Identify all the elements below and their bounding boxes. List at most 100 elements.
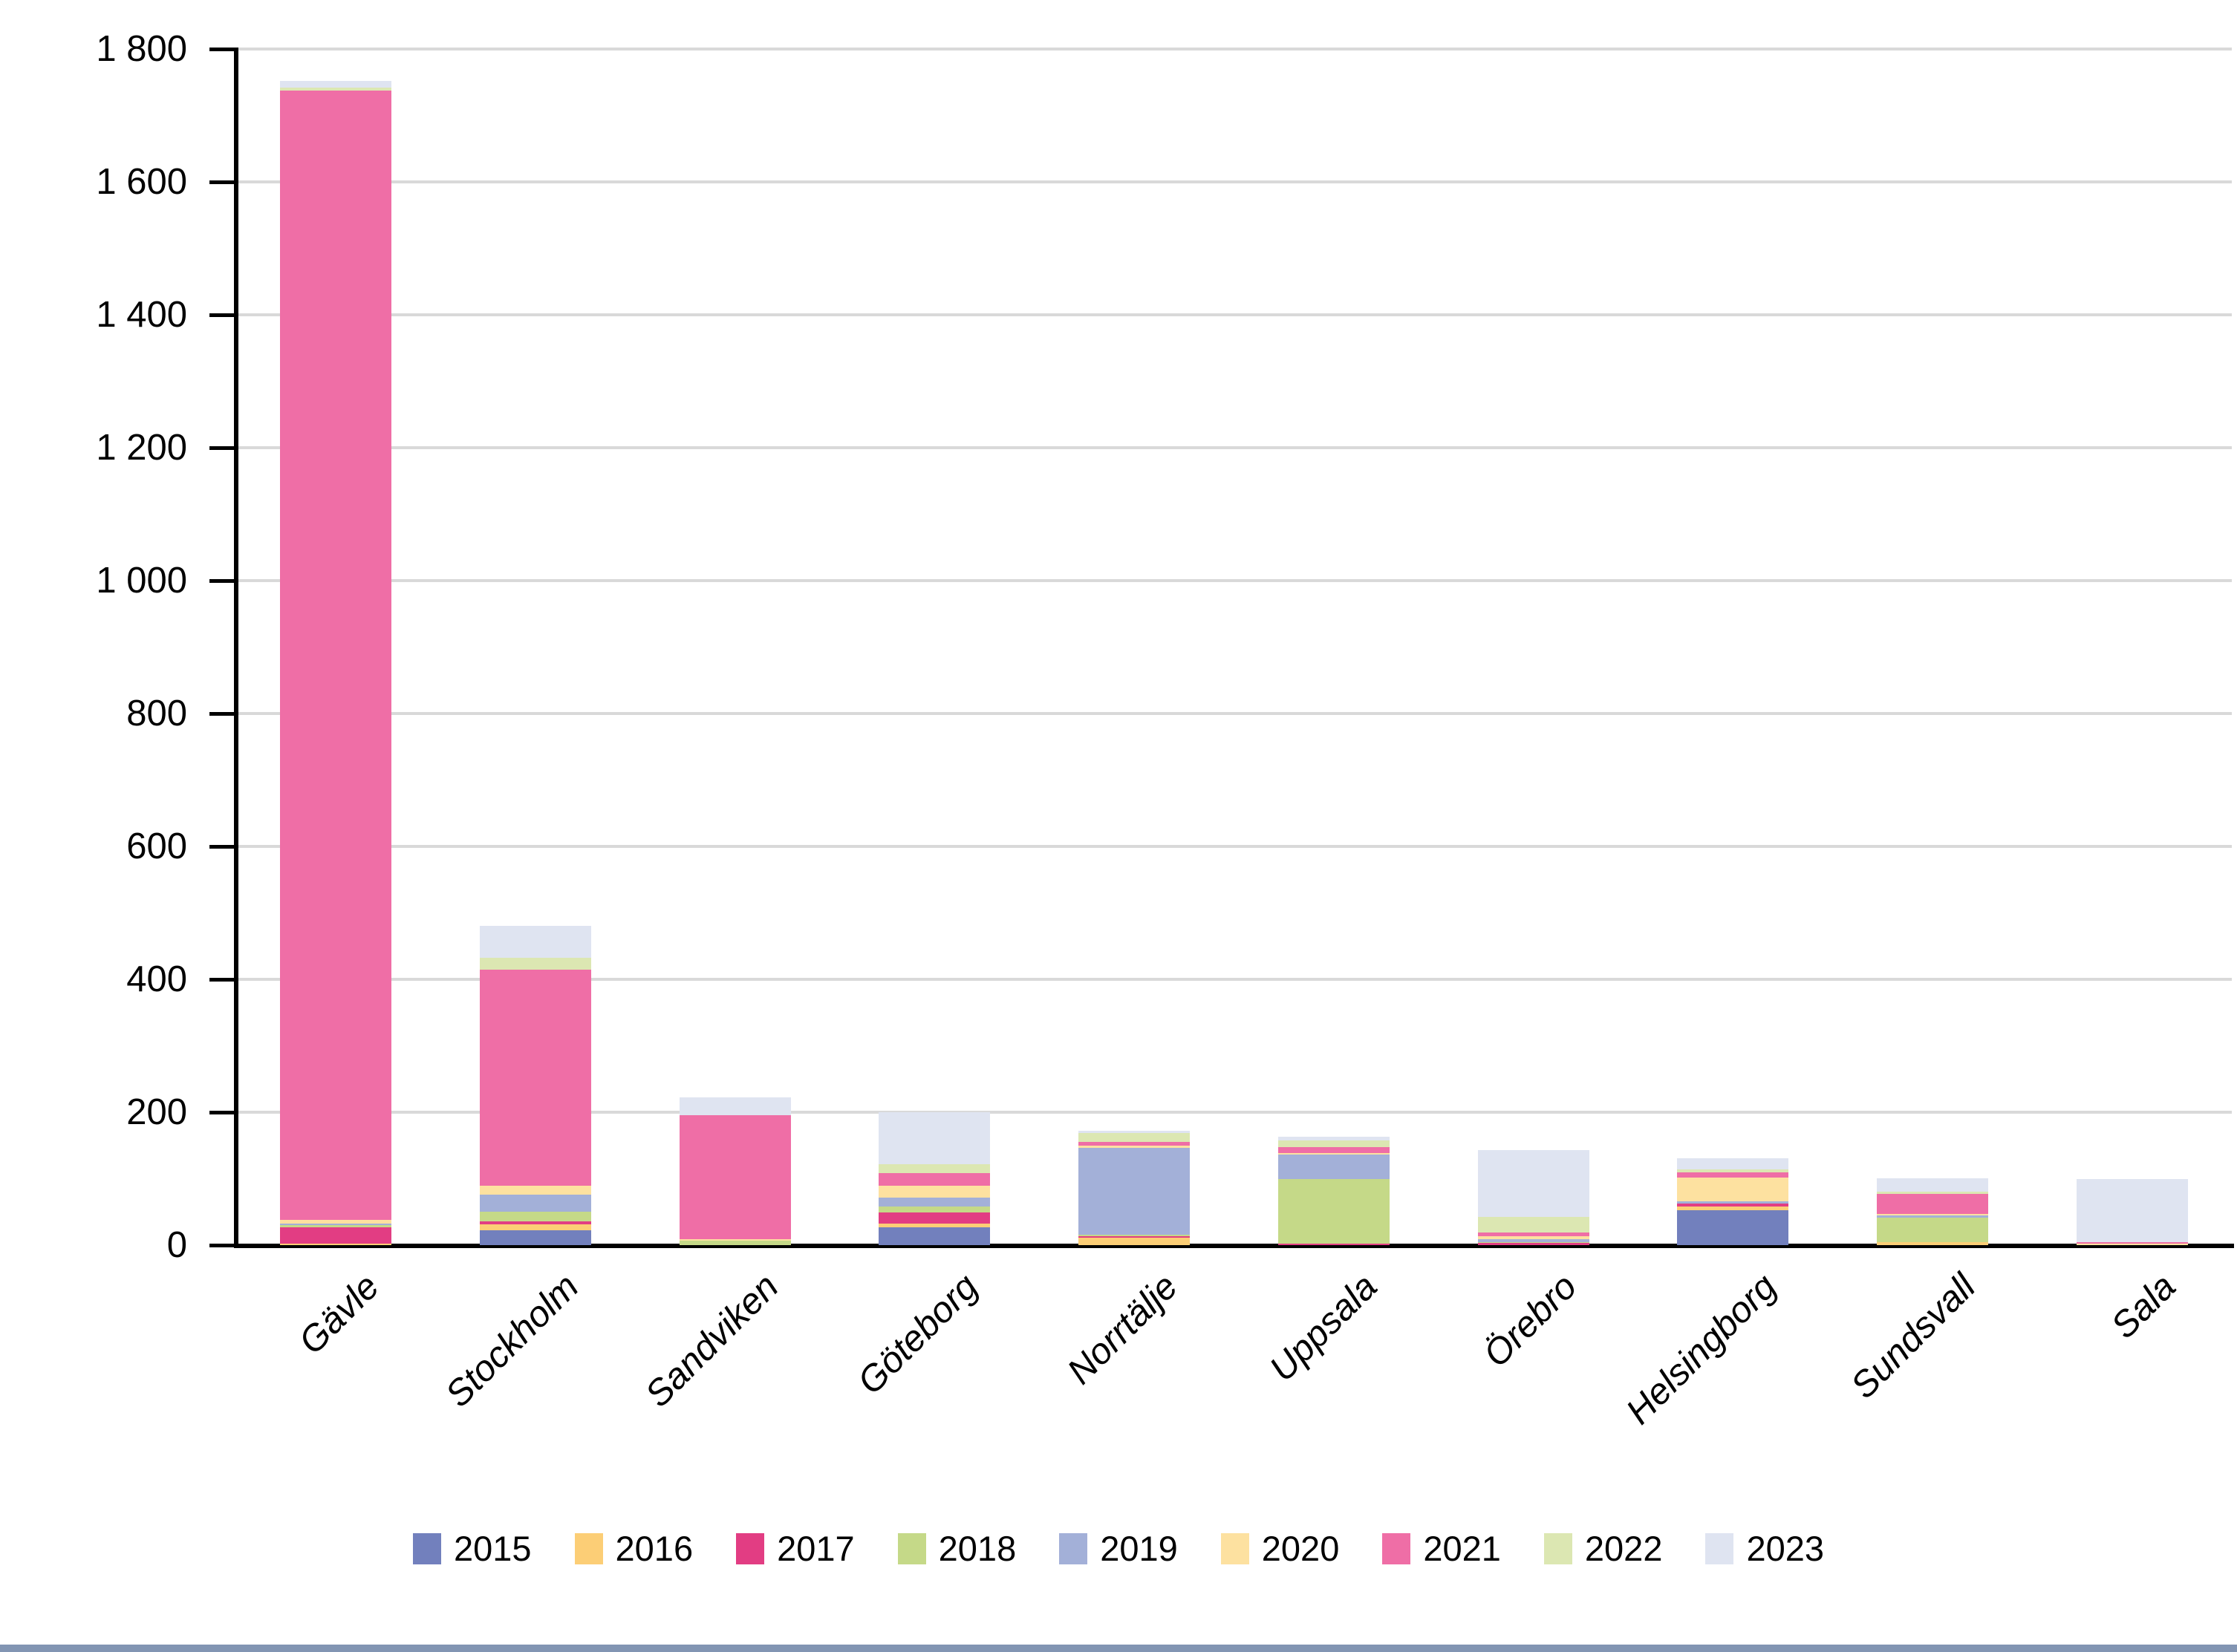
legend-item-2015[interactable]: 2015 [412,1528,532,1569]
bar-segment-2020[interactable] [480,1185,592,1195]
bar-segment-2016[interactable] [1876,1242,1988,1245]
legend-item-2022[interactable]: 2022 [1543,1528,1662,1569]
stacked-bar[interactable] [679,1097,791,1245]
bar-segment-2015[interactable] [1677,1210,1789,1245]
bar-segment-2022[interactable] [1477,1216,1589,1233]
bar-segment-2018[interactable] [1876,1218,1988,1242]
bar-segment-2023[interactable] [1078,1131,1191,1133]
bar-segment-2017[interactable] [879,1212,991,1224]
bar-segment-2019[interactable] [1477,1238,1589,1242]
bar-segment-2021[interactable] [280,90,392,1221]
bar-segment-2016[interactable] [1677,1207,1789,1211]
x-axis-category-label: Örebro [1476,1266,1585,1375]
bar-segment-2020[interactable] [1677,1177,1789,1201]
bar-segment-2021[interactable] [1277,1146,1390,1153]
legend-item-2019[interactable]: 2019 [1059,1528,1178,1569]
bar-segment-2021[interactable] [879,1173,991,1186]
bar-segment-2020[interactable] [879,1186,991,1198]
y-gridline [236,845,2232,848]
stacked-bar[interactable] [1677,1158,1789,1245]
bar-segment-2018[interactable] [280,1225,392,1227]
legend-item-2020[interactable]: 2020 [1220,1528,1339,1569]
bar-segment-2019[interactable] [879,1197,991,1207]
bar-segment-2021[interactable] [480,969,592,1186]
bar-segment-2015[interactable] [879,1227,991,1245]
bar-segment-2023[interactable] [1677,1158,1789,1170]
bar-segment-2023[interactable] [679,1097,791,1115]
bar-segment-2023[interactable] [1876,1178,1988,1192]
bar-segment-2020[interactable] [1078,1145,1191,1149]
bar-segment-2016[interactable] [1078,1238,1191,1245]
legend-swatch-2021 [1382,1532,1411,1564]
bar-segment-2019[interactable] [280,1224,392,1226]
bar-segment-2022[interactable] [1876,1191,1988,1195]
bar-segment-2018[interactable] [679,1240,791,1245]
bar-segment-2019[interactable] [1277,1155,1390,1179]
bar-segment-2023[interactable] [1277,1137,1390,1140]
bar-segment-2020[interactable] [2076,1244,2188,1245]
bar-segment-2017[interactable] [480,1221,592,1225]
y-axis-tick [209,180,236,184]
bar-segment-2023[interactable] [2076,1178,2188,1243]
bar-segment-2021[interactable] [1477,1233,1589,1236]
bar-segment-2021[interactable] [1677,1172,1789,1178]
bar-segment-2018[interactable] [1078,1234,1191,1237]
bar-segment-2021[interactable] [679,1114,791,1239]
bar-segment-2018[interactable] [879,1207,991,1213]
stacked-bar[interactable] [1477,1150,1589,1245]
bar-segment-2017[interactable] [1876,1241,1988,1243]
bar-segment-2020[interactable] [679,1238,791,1241]
y-axis-tick-label: 1 600 [96,162,187,202]
bar-segment-2021[interactable] [2076,1242,2188,1244]
legend-item-2023[interactable]: 2023 [1705,1528,1824,1569]
bar-segment-2019[interactable] [1876,1215,1988,1218]
bar-segment-2021[interactable] [1876,1194,1988,1214]
stacked-bar[interactable] [1876,1178,1988,1245]
bar-segment-2022[interactable] [1277,1140,1390,1147]
bar-segment-2022[interactable] [480,958,592,970]
legend-item-2018[interactable]: 2018 [897,1528,1016,1569]
stacked-bar[interactable] [280,81,392,1245]
bar-segment-2017[interactable] [280,1227,392,1244]
bar-segment-2022[interactable] [280,87,392,91]
bar-segment-2017[interactable] [1078,1236,1191,1238]
bar-segment-2020[interactable] [1477,1235,1589,1239]
stacked-bar[interactable] [879,1112,991,1245]
bar-segment-2021[interactable] [1078,1142,1191,1146]
bar-segment-2020[interactable] [1277,1152,1390,1155]
bar-segment-2018[interactable] [1277,1178,1390,1244]
bar-segment-2023[interactable] [879,1112,991,1164]
legend-item-2016[interactable]: 2016 [574,1528,693,1569]
bar-segment-2022[interactable] [879,1163,991,1174]
stacked-bar[interactable] [2076,1178,2188,1245]
bar-segment-2022[interactable] [1677,1169,1789,1172]
legend-item-2017[interactable]: 2017 [736,1528,855,1569]
bar-segment-2016[interactable] [280,1244,392,1245]
bar-segment-2016[interactable] [879,1224,991,1227]
bar-segment-2017[interactable] [1277,1244,1390,1245]
bar-segment-2018[interactable] [480,1212,592,1221]
legend-item-2021[interactable]: 2021 [1382,1528,1501,1569]
bar-segment-2022[interactable] [1078,1132,1191,1143]
bar-segment-2020[interactable] [1876,1213,1988,1215]
bar-segment-2015[interactable] [480,1230,592,1245]
bar-segment-2019[interactable] [1078,1148,1191,1235]
x-axis-category-label: Sala [2103,1266,2184,1347]
bar-segment-2018[interactable] [1477,1241,1589,1244]
stacked-bar[interactable] [480,926,592,1245]
bar-segment-2017[interactable] [1477,1243,1589,1245]
bar-segment-2019[interactable] [1677,1201,1789,1204]
bar-segment-2023[interactable] [480,926,592,959]
stacked-bar[interactable] [1277,1137,1390,1245]
stacked-bar[interactable] [1078,1131,1191,1245]
y-gridline [236,446,2232,449]
window-bottom-border [0,1645,2237,1652]
bar-segment-2020[interactable] [280,1220,392,1224]
y-axis-tick [209,845,236,849]
bar-segment-2016[interactable] [480,1224,592,1231]
bar-segment-2019[interactable] [480,1195,592,1212]
bar-segment-2017[interactable] [1677,1203,1789,1207]
bar-segment-2023[interactable] [280,81,392,88]
legend: 2015 2016 2017 2018 2019 2020 2021 2022 2023 [0,1528,2237,1569]
bar-segment-2023[interactable] [1477,1150,1589,1217]
